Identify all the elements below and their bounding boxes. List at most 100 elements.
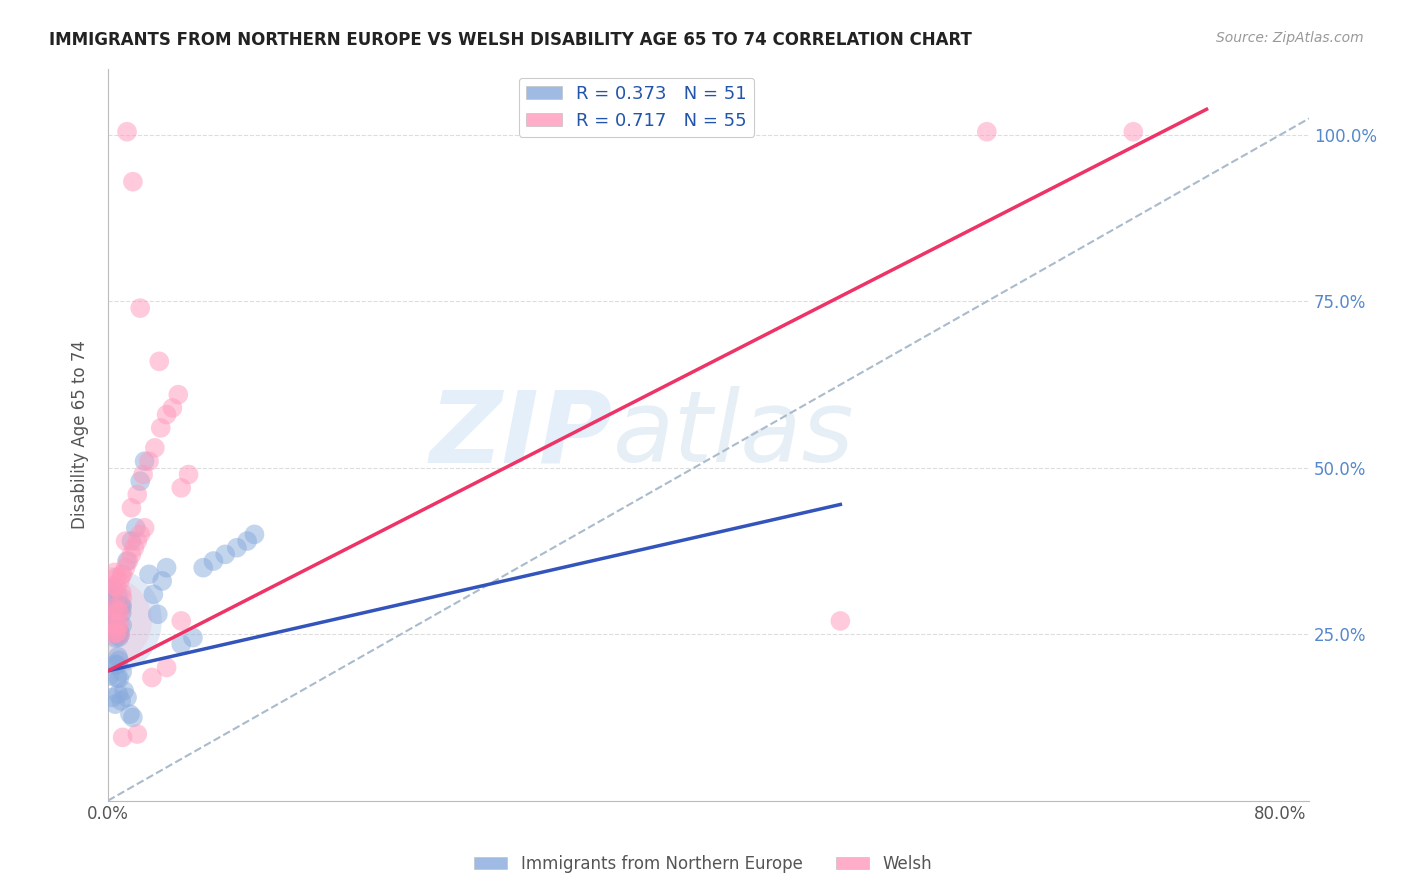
Point	[193, 560, 215, 574]
Point	[110, 568, 132, 582]
Point	[143, 441, 166, 455]
Point	[107, 628, 129, 642]
Point	[124, 541, 146, 555]
Point	[1122, 125, 1144, 139]
Point	[101, 600, 124, 615]
Point	[132, 467, 155, 482]
Point	[103, 601, 125, 615]
Point	[110, 694, 132, 708]
Point	[202, 554, 225, 568]
Point	[150, 574, 173, 588]
Point	[162, 401, 184, 415]
Point	[107, 598, 129, 612]
Point	[103, 566, 125, 580]
Point	[108, 672, 131, 686]
Point	[101, 611, 124, 625]
Point	[103, 607, 125, 622]
Point	[177, 467, 200, 482]
Point	[149, 421, 172, 435]
Point	[134, 521, 156, 535]
Point	[100, 615, 122, 630]
Text: ZIP: ZIP	[429, 386, 613, 483]
Point	[243, 527, 266, 541]
Point	[830, 614, 852, 628]
Point	[129, 527, 152, 541]
Point	[100, 591, 122, 605]
Point	[105, 671, 128, 685]
Point	[107, 590, 129, 604]
Point	[97, 614, 120, 628]
Point	[225, 541, 247, 555]
Point	[108, 653, 131, 667]
Legend: Immigrants from Northern Europe, Welsh: Immigrants from Northern Europe, Welsh	[467, 848, 939, 880]
Point	[111, 618, 134, 632]
Point	[115, 125, 138, 139]
Point	[112, 683, 135, 698]
Point	[107, 687, 129, 701]
Point	[105, 570, 128, 584]
Point	[111, 599, 134, 614]
Point	[120, 547, 142, 561]
Point	[142, 587, 165, 601]
Point	[111, 591, 134, 605]
Point	[110, 604, 132, 618]
Point	[105, 616, 128, 631]
Point	[107, 620, 129, 634]
Point	[146, 607, 169, 622]
Point	[127, 727, 149, 741]
Point	[155, 560, 177, 574]
Point	[976, 125, 998, 139]
Point	[115, 554, 138, 568]
Point	[108, 616, 131, 631]
Point	[127, 534, 149, 549]
Point	[170, 614, 193, 628]
Point	[98, 669, 121, 683]
Point	[111, 731, 134, 745]
Point	[103, 606, 125, 620]
Text: IMMIGRANTS FROM NORTHERN EUROPE VS WELSH DISABILITY AGE 65 TO 74 CORRELATION CHA: IMMIGRANTS FROM NORTHERN EUROPE VS WELSH…	[49, 31, 972, 49]
Point	[103, 579, 125, 593]
Point	[129, 301, 152, 315]
Legend: R = 0.373   N = 51, R = 0.717   N = 55: R = 0.373 N = 51, R = 0.717 N = 55	[519, 78, 754, 137]
Point	[114, 534, 136, 549]
Point	[127, 487, 149, 501]
Point	[134, 454, 156, 468]
Point	[111, 665, 134, 679]
Point	[105, 625, 128, 640]
Point	[170, 481, 193, 495]
Point	[105, 581, 128, 595]
Point	[148, 354, 170, 368]
Point	[120, 534, 142, 549]
Point	[125, 521, 148, 535]
Point	[155, 660, 177, 674]
Point	[107, 604, 129, 618]
Y-axis label: Disability Age 65 to 74: Disability Age 65 to 74	[72, 340, 89, 529]
Point	[107, 604, 129, 618]
Point	[120, 500, 142, 515]
Point	[118, 707, 141, 722]
Point	[104, 626, 127, 640]
Point	[108, 624, 131, 639]
Point	[236, 534, 259, 549]
Point	[105, 657, 128, 672]
Point	[101, 584, 124, 599]
Point	[181, 631, 204, 645]
Point	[115, 690, 138, 705]
Point	[101, 690, 124, 705]
Point	[214, 547, 236, 561]
Text: atlas: atlas	[613, 386, 853, 483]
Point	[170, 637, 193, 651]
Point	[100, 604, 122, 618]
Point	[107, 649, 129, 664]
Point	[103, 581, 125, 595]
Point	[138, 454, 160, 468]
Point	[111, 567, 134, 582]
Point	[108, 630, 131, 644]
Point	[167, 387, 190, 401]
Point	[108, 627, 131, 641]
Point	[111, 585, 134, 599]
Point	[97, 614, 120, 628]
Point	[104, 697, 127, 711]
Point	[100, 628, 122, 642]
Point	[104, 657, 127, 672]
